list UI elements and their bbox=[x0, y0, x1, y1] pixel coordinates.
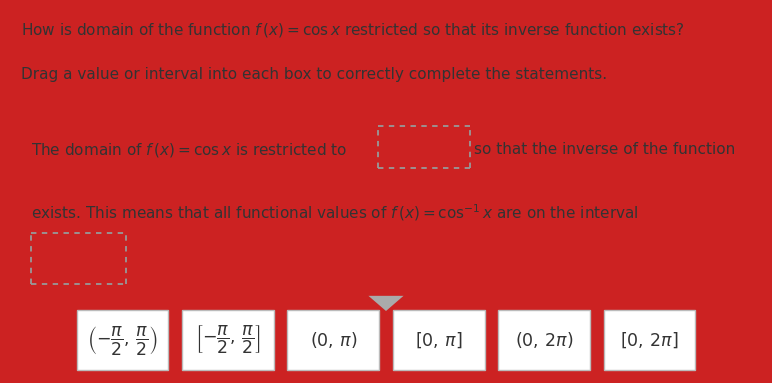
Text: $(0,\,2\pi)$: $(0,\,2\pi)$ bbox=[515, 330, 574, 350]
Text: $(0,\,\pi)$: $(0,\,\pi)$ bbox=[310, 330, 357, 350]
Text: $[0,\,2\pi]$: $[0,\,2\pi]$ bbox=[620, 331, 679, 350]
Text: so that the inverse of the function: so that the inverse of the function bbox=[474, 142, 735, 157]
Text: How is domain of the function $\mathit{f}\,(\mathit{x}) = \cos x$ restricted so : How is domain of the function $\mathit{f… bbox=[21, 21, 685, 39]
Text: Drag a value or interval into each box to correctly complete the statements.: Drag a value or interval into each box t… bbox=[21, 67, 607, 82]
FancyBboxPatch shape bbox=[498, 310, 590, 370]
FancyBboxPatch shape bbox=[393, 310, 485, 370]
FancyBboxPatch shape bbox=[76, 310, 168, 370]
FancyBboxPatch shape bbox=[182, 310, 274, 370]
Text: $\left(-\dfrac{\pi}{2},\,\dfrac{\pi}{2}\right)$: $\left(-\dfrac{\pi}{2},\,\dfrac{\pi}{2}\… bbox=[87, 324, 158, 357]
Text: $\left[-\dfrac{\pi}{2},\,\dfrac{\pi}{2}\right]$: $\left[-\dfrac{\pi}{2},\,\dfrac{\pi}{2}\… bbox=[195, 324, 261, 357]
FancyBboxPatch shape bbox=[287, 310, 379, 370]
Text: exists. This means that all functional values of $\mathit{f}\,(\mathit{x}) = \co: exists. This means that all functional v… bbox=[31, 203, 638, 223]
Text: $[0,\,\pi]$: $[0,\,\pi]$ bbox=[415, 331, 462, 350]
Text: The domain of $\mathit{f}\,(\mathit{x}) = \cos x$ is restricted to: The domain of $\mathit{f}\,(\mathit{x}) … bbox=[31, 141, 347, 159]
FancyBboxPatch shape bbox=[604, 310, 696, 370]
Polygon shape bbox=[368, 296, 404, 311]
